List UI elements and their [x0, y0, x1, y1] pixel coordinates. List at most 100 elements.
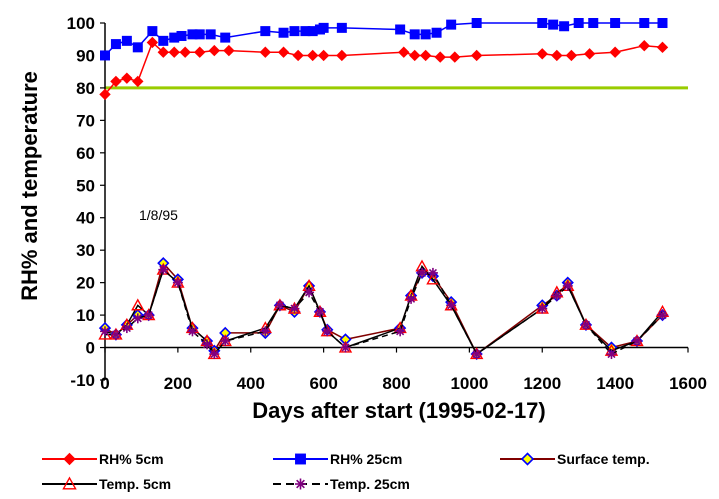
data-point	[131, 298, 145, 311]
x-tick-label: 400	[237, 374, 265, 393]
data-point	[631, 336, 642, 347]
data-point	[110, 39, 121, 50]
data-point	[609, 46, 621, 58]
data-point	[260, 26, 271, 37]
annotation: 1/8/95	[139, 207, 178, 223]
data-point	[220, 336, 231, 347]
data-point	[132, 75, 144, 88]
data-point	[537, 303, 548, 314]
data-point	[168, 46, 180, 58]
data-point	[446, 300, 457, 311]
data-point	[322, 326, 333, 337]
data-point	[277, 46, 290, 58]
x-tick-label: 1000	[450, 374, 488, 393]
data-point	[176, 30, 187, 41]
data-point	[449, 51, 461, 63]
data-point	[548, 19, 559, 30]
legend-label: RH% 5cm	[99, 451, 164, 467]
data-point	[259, 46, 272, 58]
legend-marker	[63, 452, 76, 466]
data-point	[187, 326, 198, 337]
data-point	[340, 342, 351, 353]
data-point	[157, 46, 170, 58]
data-point	[209, 349, 220, 360]
data-point	[205, 29, 216, 40]
data-point	[289, 303, 300, 314]
data-point	[121, 35, 132, 46]
data-point	[431, 27, 442, 38]
data-point	[420, 29, 431, 40]
data-point	[610, 18, 621, 28]
data-point	[194, 29, 205, 40]
legend-item: Temp. 5cm	[42, 476, 171, 492]
data-point	[289, 26, 300, 37]
legend-label: Surface temp.	[557, 451, 650, 467]
y-tick-label: 100	[67, 14, 95, 33]
data-point	[100, 326, 110, 337]
data-point	[565, 49, 578, 62]
legend-marker	[62, 476, 77, 490]
data-point	[551, 290, 562, 301]
data-point	[470, 49, 483, 62]
data-point	[536, 48, 548, 60]
data-point	[398, 46, 410, 58]
y-axis-title: RH% and temperature	[17, 71, 42, 301]
data-point	[537, 18, 548, 28]
data-point	[292, 49, 304, 62]
axes	[104, 23, 688, 380]
x-tick-label: 1400	[596, 374, 634, 393]
y-tick-label: 60	[76, 144, 95, 163]
data-point	[100, 50, 110, 61]
data-point	[336, 49, 348, 62]
series-1	[100, 18, 668, 61]
data-point	[306, 49, 319, 62]
data-point	[606, 349, 617, 360]
data-point	[588, 18, 599, 28]
data-point	[158, 264, 169, 275]
data-point	[446, 19, 457, 30]
data-point	[314, 306, 325, 317]
legend-label: Temp. 25cm	[330, 476, 410, 492]
data-point	[419, 49, 432, 62]
data-point	[395, 326, 406, 337]
y-tick-label: 40	[76, 209, 95, 228]
data-point	[427, 267, 438, 278]
data-point	[318, 22, 329, 33]
legend-label: RH% 25cm	[330, 451, 402, 467]
series-layer	[98, 18, 670, 361]
y-tick-label: 70	[76, 111, 95, 130]
data-point	[179, 46, 191, 58]
data-point	[434, 51, 446, 63]
data-point	[638, 40, 650, 52]
data-point	[580, 319, 591, 330]
series-0	[99, 36, 669, 101]
x-tick-label: 1600	[669, 374, 707, 393]
data-point	[223, 44, 235, 57]
y-tick-label: -10	[70, 371, 95, 390]
data-point	[220, 32, 231, 43]
data-point	[656, 41, 669, 54]
series-line	[104, 268, 664, 356]
data-point	[121, 72, 133, 84]
data-point	[260, 326, 271, 337]
data-point	[657, 18, 668, 28]
x-tick-label: 0	[100, 374, 109, 393]
data-point	[304, 287, 315, 298]
y-tick-label: 90	[76, 46, 95, 65]
y-ticks: -10 0 10 20 30 40 50 60 70 80 90 100	[67, 14, 105, 390]
data-point	[208, 44, 221, 57]
x-tick-label: 600	[309, 374, 337, 393]
data-point	[559, 21, 570, 32]
data-point	[132, 313, 143, 324]
legend-item: Temp. 25cm	[273, 476, 410, 492]
data-point	[471, 349, 482, 360]
x-tick-label: 800	[382, 374, 410, 393]
data-point	[657, 310, 668, 321]
data-point	[562, 280, 573, 291]
y-tick-label: 20	[76, 274, 95, 293]
data-point	[172, 277, 183, 288]
y-tick-label: 10	[76, 306, 95, 325]
legend-marker	[520, 452, 535, 466]
legend-label: Temp. 5cm	[99, 476, 171, 492]
data-point	[573, 18, 584, 28]
